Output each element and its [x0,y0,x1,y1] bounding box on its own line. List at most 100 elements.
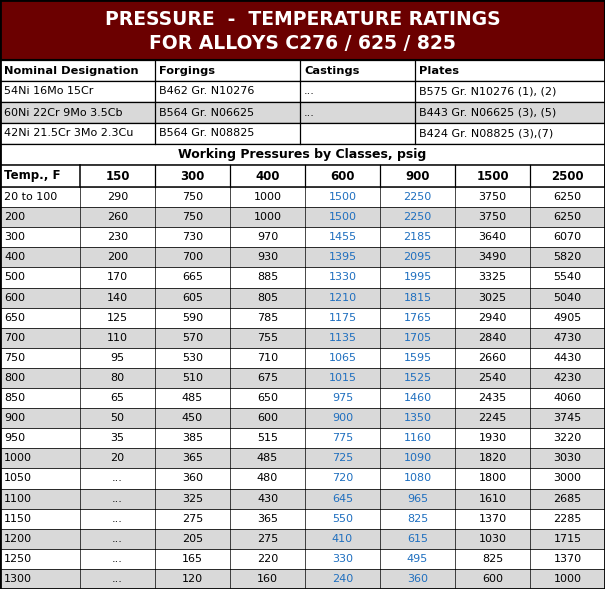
Text: 665: 665 [182,273,203,283]
Bar [0,247,605,267]
Text: 42Ni 21.5Cr 3Mo 2.3Cu: 42Ni 21.5Cr 3Mo 2.3Cu [4,128,133,138]
Text: 1460: 1460 [404,393,431,403]
Bar [0,165,605,187]
Text: Plates: Plates [419,65,459,75]
Text: 1200: 1200 [4,534,32,544]
Text: 400: 400 [255,170,280,183]
Text: 1705: 1705 [404,333,431,343]
Bar [0,267,605,287]
Bar [0,569,605,589]
Text: 725: 725 [332,454,353,464]
Text: 1000: 1000 [253,192,281,202]
Text: 1175: 1175 [329,313,356,323]
Text: ...: ... [112,574,123,584]
Text: 360: 360 [407,574,428,584]
Text: B564 Gr. N06625: B564 Gr. N06625 [159,108,254,117]
Text: 1065: 1065 [329,353,356,363]
Text: Forgings: Forgings [159,65,215,75]
Text: 1455: 1455 [329,232,356,242]
Text: 4905: 4905 [554,313,581,323]
Text: Working Pressures by Classes, psig: Working Pressures by Classes, psig [178,148,427,161]
Text: 5540: 5540 [554,273,581,283]
Text: 785: 785 [257,313,278,323]
Text: B564 Gr. N08825: B564 Gr. N08825 [159,128,254,138]
Text: 600: 600 [257,413,278,423]
Text: 510: 510 [182,373,203,383]
Bar [0,488,605,508]
Text: ...: ... [112,514,123,524]
Text: 2250: 2250 [404,192,431,202]
Bar [0,307,605,327]
Text: 605: 605 [182,293,203,303]
Text: 410: 410 [332,534,353,544]
Bar [0,428,605,448]
Text: 930: 930 [257,252,278,262]
Text: 3025: 3025 [479,293,506,303]
Text: 1090: 1090 [404,454,431,464]
Text: 2840: 2840 [479,333,507,343]
Text: 550: 550 [332,514,353,524]
Text: 275: 275 [182,514,203,524]
Text: 6250: 6250 [554,212,581,222]
Text: 900: 900 [332,413,353,423]
Text: 495: 495 [407,554,428,564]
Text: 205: 205 [182,534,203,544]
Text: 1500: 1500 [329,212,356,222]
Text: 1000: 1000 [4,454,32,464]
Bar [0,348,605,368]
Text: 950: 950 [4,434,25,444]
Text: 730: 730 [182,232,203,242]
Text: 1080: 1080 [404,474,431,484]
Text: Temp., F: Temp., F [4,170,60,183]
Text: Nominal Designation: Nominal Designation [4,65,139,75]
Text: 165: 165 [182,554,203,564]
Text: 900: 900 [405,170,430,183]
Text: 775: 775 [332,434,353,444]
Text: 60Ni 22Cr 9Mo 3.5Cb: 60Ni 22Cr 9Mo 3.5Cb [4,108,122,117]
Text: 125: 125 [107,313,128,323]
Bar [0,287,605,307]
Text: 200: 200 [4,212,25,222]
Text: 2940: 2940 [479,313,507,323]
Text: 150: 150 [105,170,129,183]
Text: 965: 965 [407,494,428,504]
Text: 5040: 5040 [554,293,581,303]
Bar [0,0,605,60]
Bar [0,227,605,247]
Text: 220: 220 [257,554,278,564]
Text: ...: ... [112,534,123,544]
Text: 1525: 1525 [404,373,431,383]
Text: 360: 360 [182,474,203,484]
Text: 50: 50 [111,413,125,423]
Text: 1815: 1815 [404,293,431,303]
Text: 480: 480 [257,474,278,484]
Bar [0,448,605,468]
Bar [0,549,605,569]
Text: 1995: 1995 [404,273,431,283]
Text: 720: 720 [332,474,353,484]
Text: Castings: Castings [304,65,359,75]
Text: 400: 400 [4,252,25,262]
Text: 1610: 1610 [479,494,506,504]
Text: 110: 110 [107,333,128,343]
Text: 2660: 2660 [479,353,506,363]
Text: 1500: 1500 [329,192,356,202]
Bar [0,123,605,144]
Text: 805: 805 [257,293,278,303]
Bar [0,60,605,81]
Text: 1030: 1030 [479,534,506,544]
Bar [0,81,605,102]
Text: 530: 530 [182,353,203,363]
Text: 1330: 1330 [329,273,356,283]
Text: 3750: 3750 [479,192,506,202]
Text: 4430: 4430 [554,353,581,363]
Text: 450: 450 [182,413,203,423]
Text: 1395: 1395 [329,252,356,262]
Text: 750: 750 [4,353,25,363]
Text: 850: 850 [4,393,25,403]
Text: 1820: 1820 [479,454,506,464]
Text: 120: 120 [182,574,203,584]
Bar [0,508,605,529]
Bar [0,388,605,408]
Text: 2095: 2095 [404,252,431,262]
